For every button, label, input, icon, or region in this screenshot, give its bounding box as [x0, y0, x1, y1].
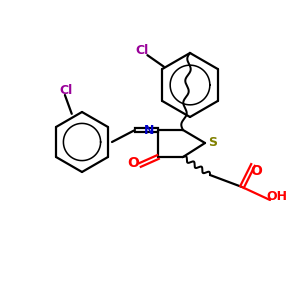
Text: N: N — [144, 124, 154, 136]
Text: Cl: Cl — [136, 44, 149, 57]
Text: O: O — [127, 156, 139, 170]
Text: O: O — [250, 164, 262, 178]
Text: Cl: Cl — [59, 83, 73, 97]
Text: OH: OH — [266, 190, 287, 203]
Text: S: S — [208, 136, 217, 148]
